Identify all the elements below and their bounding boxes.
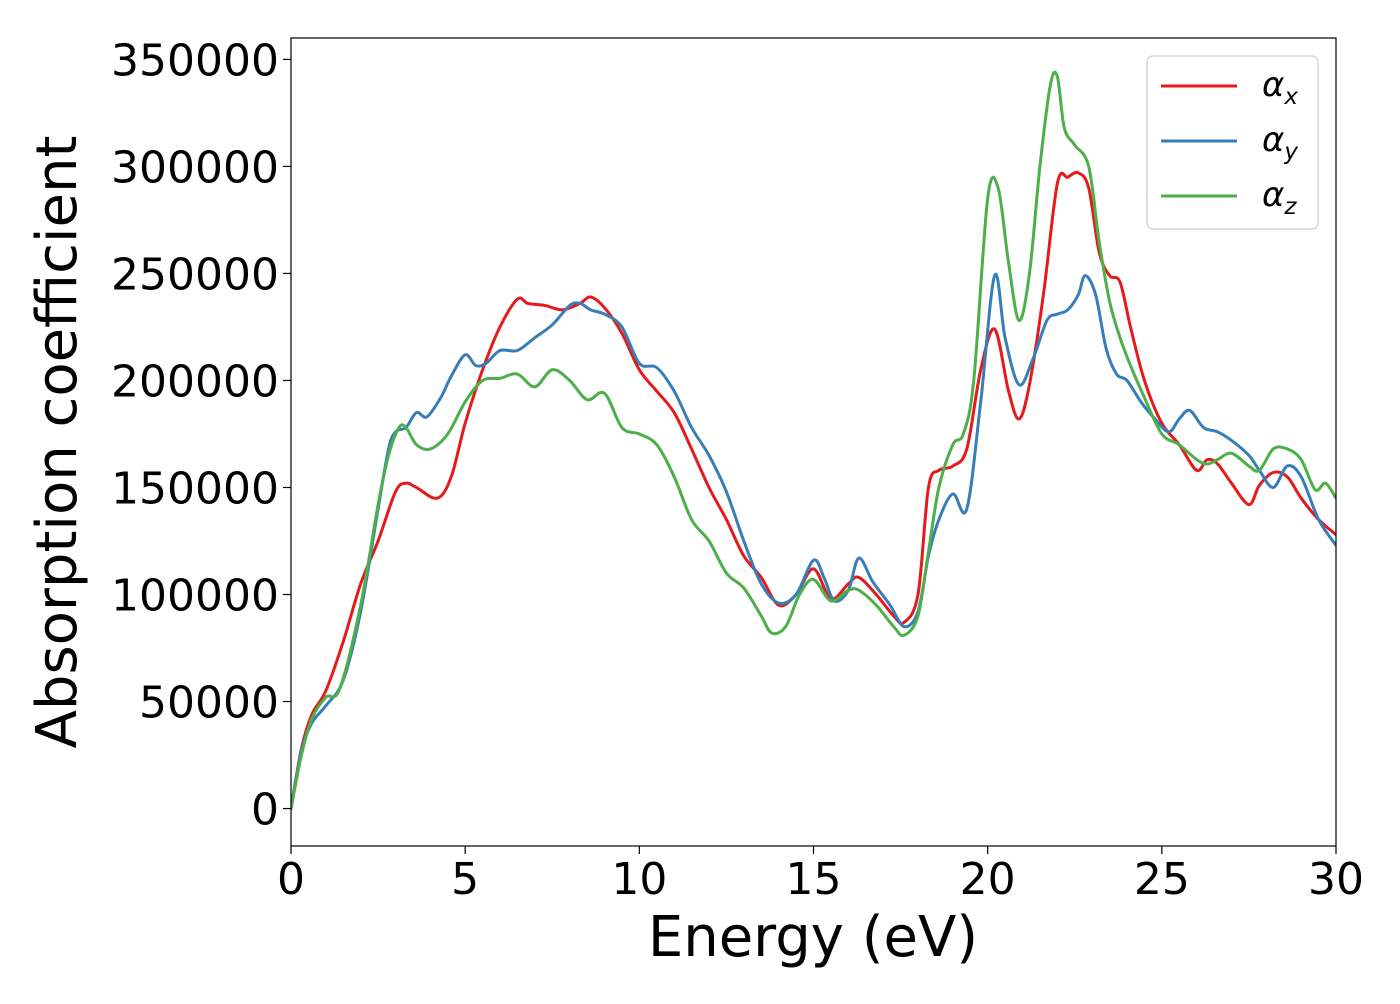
- y-tick-label: 150000: [111, 463, 279, 514]
- x-tick-label: 10: [611, 854, 667, 905]
- series-layer: [291, 70, 1336, 811]
- x-tick-label: 25: [1134, 854, 1190, 905]
- x-tick-label: 5: [451, 854, 479, 905]
- x-tick-label: 20: [960, 854, 1016, 905]
- y-tick-label: 300000: [111, 142, 279, 193]
- legend-label-z: αz: [1262, 175, 1297, 220]
- y-tick-label: 50000: [139, 678, 279, 729]
- legend: αx αy αz: [1146, 55, 1319, 230]
- x-tick-label: 30: [1308, 854, 1364, 905]
- series-line-z: [291, 70, 1336, 811]
- y-tick-label: 0: [251, 785, 279, 836]
- ticks-layer: 0 5 10 15 20 25 30 0 50000 100000 150000 200000 2500…: [111, 35, 1364, 905]
- legend-label-y: αy: [1262, 120, 1298, 165]
- legend-label-x: αx: [1262, 65, 1298, 110]
- x-tick-label: 0: [277, 854, 305, 905]
- x-axis-title: Energy (eV): [648, 905, 978, 970]
- x-tick-label: 15: [786, 854, 842, 905]
- y-tick-label: 250000: [111, 249, 279, 300]
- y-tick-label: 350000: [111, 35, 279, 86]
- y-axis-title: Absorption coefficient: [25, 136, 90, 749]
- y-tick-label: 100000: [111, 571, 279, 622]
- series-line-x: [291, 170, 1336, 811]
- y-tick-label: 200000: [111, 356, 279, 407]
